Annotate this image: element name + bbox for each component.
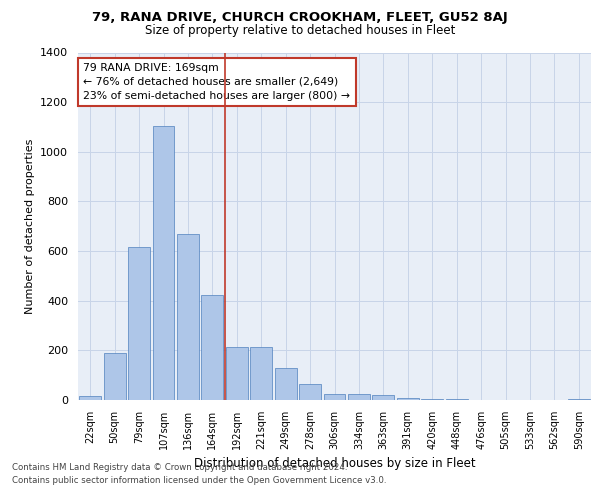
Bar [226,346,248,400]
Text: Contains HM Land Registry data © Crown copyright and database right 2024.: Contains HM Land Registry data © Crown c… [12,462,347,471]
Text: Size of property relative to detached houses in Fleet: Size of property relative to detached ho… [145,24,455,37]
Bar [446,399,467,400]
Bar [323,394,346,400]
Bar [275,368,296,400]
X-axis label: Distribution of detached houses by size in Fleet: Distribution of detached houses by size … [194,458,475,470]
Text: Contains public sector information licensed under the Open Government Licence v3: Contains public sector information licen… [12,476,386,485]
Bar [397,398,419,400]
Bar [79,396,101,400]
Bar [177,234,199,400]
Bar [250,346,272,400]
Bar [299,384,321,400]
Text: 79 RANA DRIVE: 169sqm
← 76% of detached houses are smaller (2,649)
23% of semi-d: 79 RANA DRIVE: 169sqm ← 76% of detached … [83,63,350,101]
Text: 79, RANA DRIVE, CHURCH CROOKHAM, FLEET, GU52 8AJ: 79, RANA DRIVE, CHURCH CROOKHAM, FLEET, … [92,11,508,24]
Bar [202,294,223,400]
Bar [128,248,150,400]
Bar [152,126,175,400]
Bar [348,394,370,400]
Bar [104,353,125,400]
Y-axis label: Number of detached properties: Number of detached properties [25,138,35,314]
Bar [568,399,590,400]
Bar [421,399,443,400]
Bar [373,395,394,400]
